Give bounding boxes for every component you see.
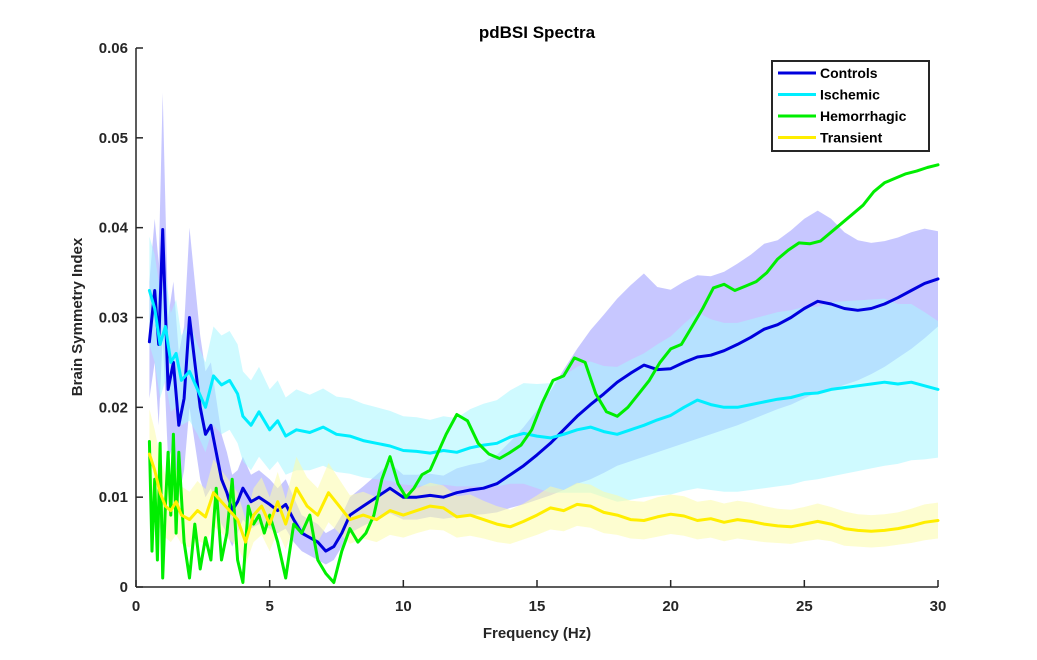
ischemic-line (147, 289, 940, 455)
y-tick-label: 0.01 (99, 489, 128, 506)
legend-label-hemorrhagic: Hemorrhagic (820, 108, 907, 124)
x-tick-label: 15 (529, 598, 546, 615)
y-ticks: 0 0.01 0.02 0.03 0.04 0.05 0.06 (99, 40, 143, 596)
x-ticks: 0 5 10 15 20 25 30 (132, 580, 947, 615)
y-tick-label: 0.06 (99, 40, 128, 57)
x-tick-label: 0 (132, 598, 140, 615)
y-axis-label: Brain Symmetry Index (69, 237, 86, 396)
legend-label-ischemic: Ischemic (820, 87, 880, 103)
controls-line (147, 228, 940, 553)
y-tick-label: 0.05 (99, 130, 128, 147)
legend-label-controls: Controls (820, 65, 878, 81)
chart-title: pdBSI Spectra (479, 23, 596, 42)
x-tick-label: 25 (796, 598, 813, 615)
x-tick-label: 5 (265, 598, 273, 615)
x-axis-label: Frequency (Hz) (483, 625, 591, 642)
y-tick-label: 0 (120, 579, 128, 596)
y-tick-label: 0.02 (99, 399, 128, 416)
transient-line (147, 452, 940, 544)
y-tick-label: 0.04 (99, 220, 129, 237)
series-lines (147, 163, 940, 584)
hemorrhagic-line (147, 163, 940, 584)
legend: Controls Ischemic Hemorrhagic Transient (771, 60, 930, 152)
y-tick-label: 0.03 (99, 310, 128, 327)
x-tick-label: 20 (662, 598, 679, 615)
x-tick-label: 30 (930, 598, 947, 615)
legend-label-transient: Transient (820, 130, 883, 146)
x-tick-label: 10 (395, 598, 412, 615)
